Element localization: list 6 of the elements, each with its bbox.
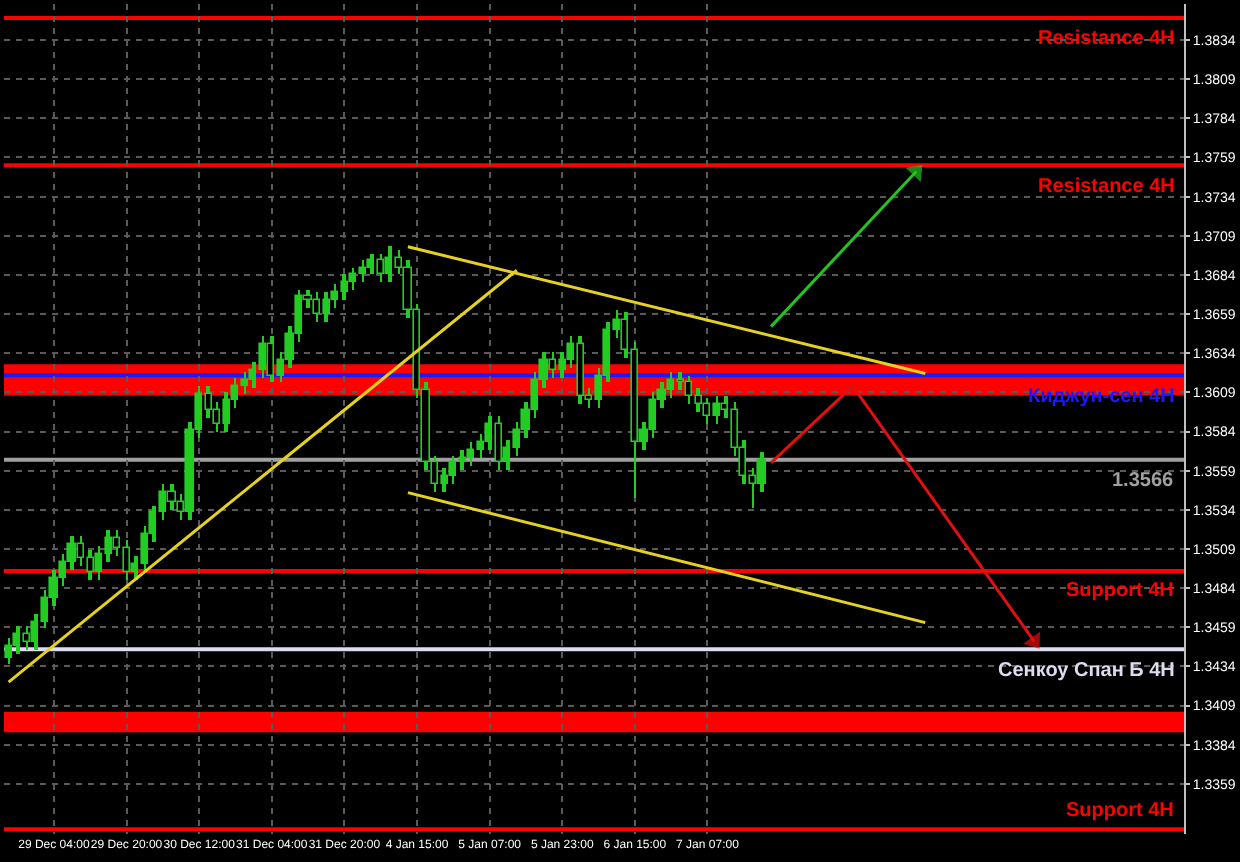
ref-line-label: 1.3566 <box>1112 470 1175 492</box>
ref-line-label: Support 4H <box>1066 580 1174 602</box>
ref-line-label: Resistance 4H <box>1038 28 1175 50</box>
ref-line-label: Resistance 4H <box>1038 176 1175 198</box>
ref-line-label: Support 4H <box>1066 800 1174 822</box>
ref-line-label: Сенкоу Спан Б 4H <box>998 660 1175 682</box>
